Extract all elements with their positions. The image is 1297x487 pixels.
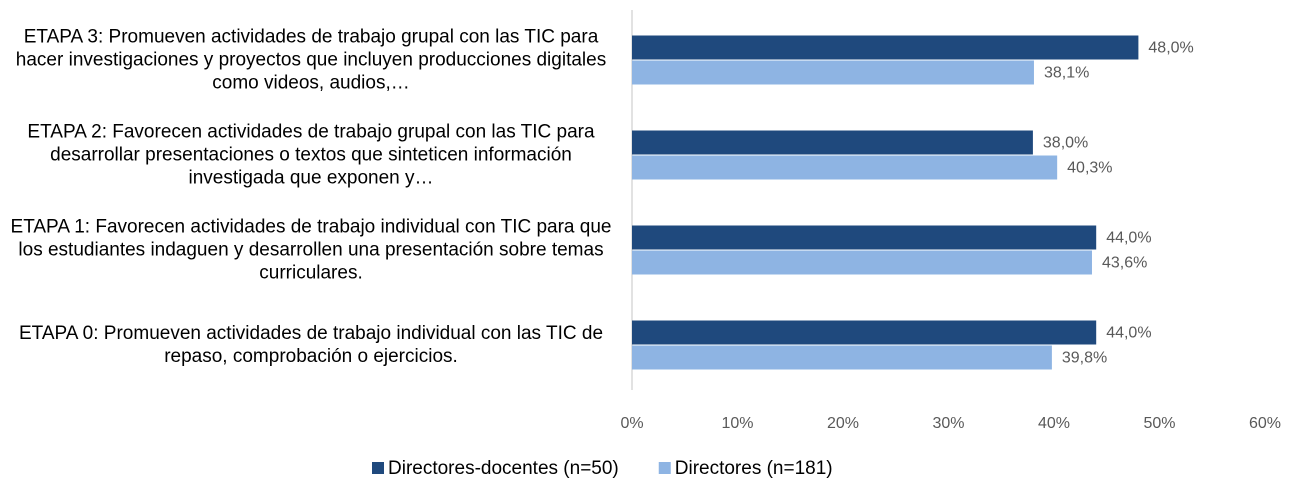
x-tick-label: 20% [827,415,859,432]
legend-label: Directores-docentes (n=50) [388,458,619,479]
legend-label: Directores (n=181) [675,458,833,479]
bar [632,320,1097,345]
category-label: ETAPA 3: Promueven actividades de trabaj… [15,26,607,93]
bar [632,60,1034,85]
data-label: 38,1% [1044,65,1089,82]
bar [632,225,1097,250]
data-label: 38,0% [1043,135,1088,152]
x-tick-label: 60% [1249,415,1281,432]
category-label: ETAPA 0: Promueven actividades de trabaj… [18,322,604,367]
category-label: ETAPA 1: Favorecen actividades de trabaj… [10,216,612,283]
bar [632,35,1139,60]
x-tick-label: 50% [1143,415,1175,432]
legend-swatch [658,462,671,474]
category-label: ETAPA 2: Favorecen actividades de trabaj… [27,121,595,188]
x-tick-label: 30% [932,415,964,432]
x-tick-label: 10% [721,415,753,432]
legend-swatch [372,462,384,474]
data-label: 48,0% [1148,40,1193,57]
data-label: 44,0% [1106,325,1151,342]
bar [632,250,1092,275]
data-label: 39,8% [1062,350,1107,367]
data-label: 43,6% [1102,255,1147,272]
data-label: 44,0% [1106,230,1151,247]
data-label: 40,3% [1067,160,1112,177]
bar [632,345,1052,370]
x-tick-label: 0% [620,415,643,432]
bar [632,155,1058,180]
bar [632,130,1033,155]
x-tick-label: 40% [1038,415,1070,432]
